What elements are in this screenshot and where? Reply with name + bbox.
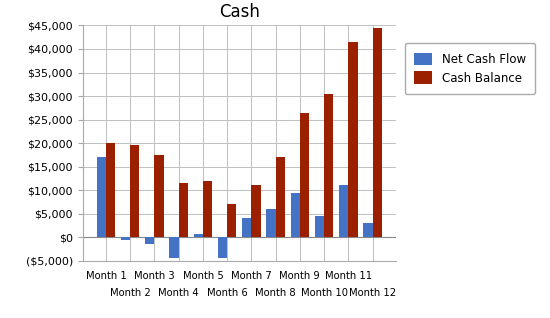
Bar <box>97 157 106 237</box>
Bar <box>251 185 261 237</box>
Bar <box>218 237 227 259</box>
Bar <box>203 181 212 237</box>
Bar <box>179 183 188 237</box>
Bar <box>155 155 164 237</box>
Text: Month 1: Month 1 <box>86 271 126 281</box>
Bar <box>130 145 139 237</box>
Text: Month 12: Month 12 <box>349 288 396 298</box>
Legend: Net Cash Flow, Cash Balance: Net Cash Flow, Cash Balance <box>405 43 535 94</box>
Bar <box>364 223 372 237</box>
Bar <box>121 237 130 239</box>
Bar <box>372 28 382 237</box>
Bar <box>324 94 333 237</box>
Text: Month 11: Month 11 <box>324 271 372 281</box>
Bar <box>242 218 251 237</box>
Title: Cash: Cash <box>219 3 260 21</box>
Bar <box>315 216 324 237</box>
Text: Month 4: Month 4 <box>158 288 199 298</box>
Text: Month 9: Month 9 <box>279 271 320 281</box>
Text: Month 5: Month 5 <box>183 271 223 281</box>
Bar <box>227 204 236 237</box>
Text: Month 6: Month 6 <box>207 288 248 298</box>
Text: Month 7: Month 7 <box>231 271 272 281</box>
Bar <box>300 113 309 237</box>
Text: Month 3: Month 3 <box>134 271 175 281</box>
Bar <box>290 192 300 237</box>
Text: Month 8: Month 8 <box>255 288 296 298</box>
Bar <box>276 157 285 237</box>
Bar <box>348 42 358 237</box>
Text: Month 10: Month 10 <box>300 288 348 298</box>
Bar <box>339 185 348 237</box>
Bar <box>169 237 179 259</box>
Bar <box>106 143 115 237</box>
Bar <box>266 209 276 237</box>
Text: Month 2: Month 2 <box>110 288 151 298</box>
Bar <box>145 237 155 244</box>
Bar <box>194 234 203 237</box>
